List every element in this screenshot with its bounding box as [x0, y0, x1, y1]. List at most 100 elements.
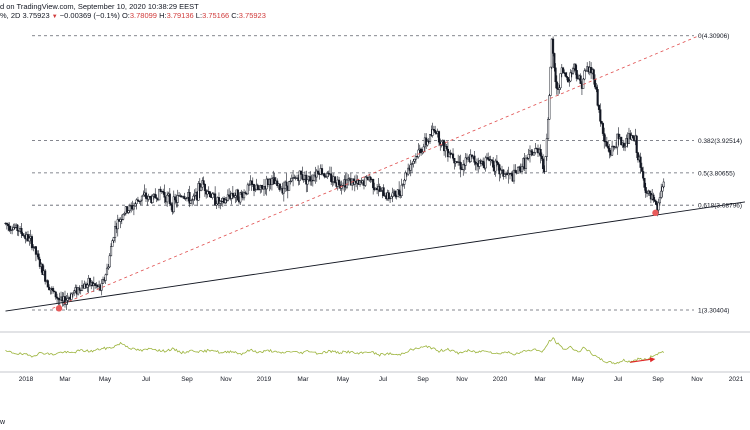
candle-body — [215, 203, 218, 206]
candle-body — [568, 80, 571, 83]
candle-body — [7, 224, 10, 227]
time-axis-tick-label: 2019 — [257, 376, 272, 383]
time-axis-tick-label: Mar — [59, 376, 71, 383]
support-trend-line — [5, 201, 746, 312]
candle-body — [565, 75, 568, 78]
candle-body — [544, 156, 547, 173]
candle-body — [71, 292, 74, 295]
candle-body — [189, 200, 192, 204]
candle-body — [127, 210, 130, 213]
candle-body — [484, 157, 487, 169]
candle-body — [369, 176, 372, 181]
candle-body — [510, 173, 513, 175]
candle-body — [324, 176, 328, 178]
candle-body — [184, 198, 187, 200]
candle-body — [202, 180, 205, 185]
low-value: 3.75166 — [202, 11, 230, 20]
candle-body — [288, 181, 291, 191]
candle-body — [252, 184, 256, 191]
time-axis-tick-label: Nov — [220, 376, 232, 383]
candle-body — [174, 196, 177, 201]
candle-body — [460, 168, 464, 171]
candle-body — [347, 178, 350, 181]
candle-body — [409, 164, 412, 171]
candle-body — [254, 189, 257, 191]
candle-body — [140, 195, 144, 201]
candle-body — [592, 69, 595, 80]
candle-body — [219, 200, 222, 204]
candle-body — [270, 178, 273, 186]
candle-body — [394, 190, 397, 197]
candle-body — [28, 237, 31, 242]
candle-body — [101, 278, 105, 284]
candle-body — [191, 199, 194, 201]
candle-body — [528, 150, 532, 155]
candle-body — [655, 201, 658, 205]
candle-body — [512, 169, 516, 182]
candle-body — [244, 192, 247, 194]
candle-body — [30, 236, 33, 249]
candle-body — [542, 158, 545, 170]
candle-body — [631, 135, 634, 138]
price-change: −0.00369 (−0.1%) — [59, 11, 120, 20]
candle-body — [600, 120, 603, 124]
candle-body — [596, 89, 599, 106]
candle-body — [326, 173, 329, 178]
candle-body — [400, 184, 403, 196]
candle-body — [57, 297, 60, 300]
candle-body — [437, 131, 441, 143]
candle-body — [135, 199, 138, 205]
candle-body — [77, 287, 80, 295]
candle-body — [648, 190, 651, 194]
candle-body — [414, 155, 417, 160]
candle-body — [11, 229, 14, 231]
candle-body — [644, 187, 647, 193]
candle-body — [605, 141, 608, 147]
candle-body — [331, 181, 334, 183]
candle-body — [46, 280, 49, 288]
candle-body — [54, 291, 57, 298]
time-axis-tick-label: 2018 — [19, 376, 34, 383]
candle-body — [499, 169, 502, 175]
candle-body — [382, 187, 385, 197]
candle-body — [547, 119, 550, 139]
candle-body — [306, 179, 309, 185]
time-axis-tick-label: May — [337, 376, 350, 383]
candle-body — [159, 188, 162, 192]
candle-body — [151, 195, 154, 203]
candle-body — [554, 67, 557, 83]
candle-body — [620, 136, 623, 146]
low-label: L: — [195, 11, 203, 20]
candle-body — [104, 274, 107, 281]
candle-body — [636, 152, 640, 161]
time-axis-tick-label: Sep — [181, 376, 193, 383]
candle-body — [622, 142, 625, 148]
candle-body — [88, 278, 91, 286]
candle-body — [13, 227, 16, 229]
candle-body — [389, 197, 392, 200]
chart-header-ohlc: %, 2D 3.75923 ▼ −0.00369 (−0.1%) O:3.780… — [0, 11, 266, 20]
candle-body — [520, 166, 524, 173]
candle-body — [574, 63, 577, 71]
candle-body — [601, 123, 604, 134]
candle-body — [228, 194, 231, 197]
candle-body — [302, 178, 305, 180]
candle-body — [379, 190, 383, 192]
candle-body — [552, 38, 555, 54]
touch-point-marker — [652, 209, 659, 217]
candle-body — [338, 179, 341, 186]
candle-body — [290, 178, 293, 182]
fib-level-label: 0.5(3.80655) — [698, 170, 735, 177]
candle-body — [260, 185, 263, 188]
high-label: H: — [159, 11, 167, 20]
candle-body — [593, 78, 597, 88]
candle-body — [176, 195, 179, 203]
candle-body — [109, 246, 113, 257]
touch-point-marker — [55, 305, 63, 312]
candle-body — [582, 78, 585, 89]
time-axis-tick-label: Nov — [456, 376, 468, 383]
candle-body — [148, 196, 152, 198]
candle-body — [428, 134, 432, 142]
candle-body — [114, 226, 117, 238]
